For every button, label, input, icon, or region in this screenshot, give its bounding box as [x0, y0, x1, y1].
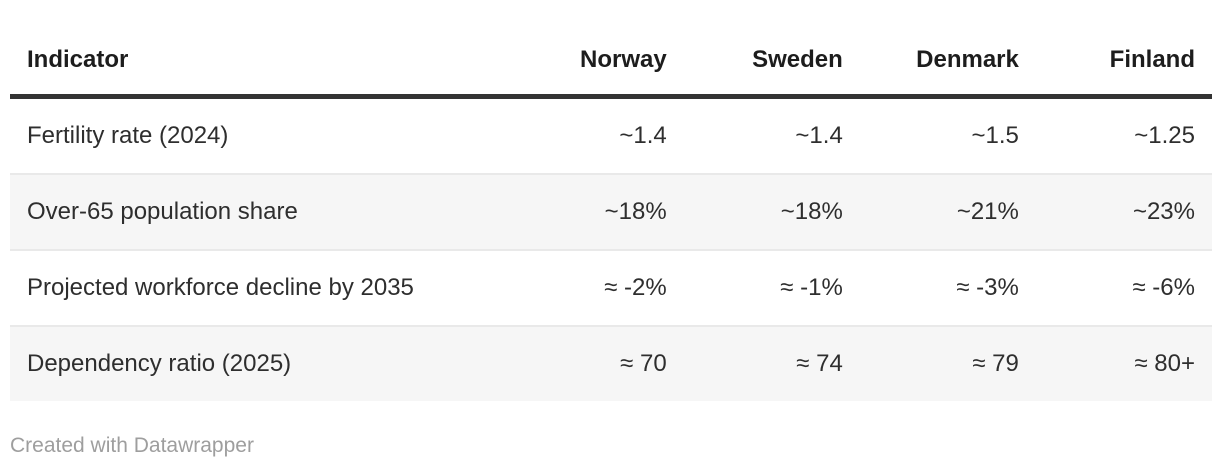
- table-row: Over-65 population share ~18% ~18% ~21% ~23%: [10, 174, 1212, 250]
- table-row: Fertility rate (2024) ~1.4 ~1.4 ~1.5 ~1.25: [10, 97, 1212, 174]
- value-cell: ≈ 70: [620, 350, 667, 377]
- value-cell: ~1.4: [795, 122, 843, 149]
- datawrapper-attribution-link[interactable]: Created with Datawrapper: [10, 434, 254, 457]
- value-cell: ≈ 79: [972, 350, 1019, 377]
- table-row: Dependency ratio (2025) ≈ 70 ≈ 74 ≈ 79 ≈ 80+: [10, 326, 1212, 401]
- indicator-cell: Projected workforce decline by 2035: [27, 274, 414, 301]
- value-cell: ~1.4: [619, 122, 667, 149]
- indicators-table: Indicator Norway Sweden Denmark Finland …: [10, 32, 1212, 401]
- column-header-finland: Finland: [1035, 32, 1212, 99]
- table-row: Projected workforce decline by 2035 ≈ -2%…: [10, 250, 1212, 326]
- value-cell: ≈ -3%: [956, 274, 1019, 301]
- table-body: Fertility rate (2024) ~1.4 ~1.4 ~1.5 ~1.25 Ov…: [10, 97, 1212, 401]
- column-header-denmark: Denmark: [859, 32, 1036, 99]
- column-header-indicator: Indicator: [10, 32, 508, 99]
- value-cell: ~1.5: [971, 122, 1019, 149]
- header-row: Indicator Norway Sweden Denmark Finland: [10, 32, 1212, 99]
- value-cell: ≈ -1%: [780, 274, 843, 301]
- value-cell: ~1.25: [1134, 122, 1195, 149]
- indicator-cell: Fertility rate (2024): [27, 122, 229, 149]
- value-cell: ~18%: [780, 198, 843, 225]
- value-cell: ≈ 80+: [1134, 350, 1195, 377]
- value-cell: ≈ -2%: [604, 274, 667, 301]
- column-header-norway: Norway: [507, 32, 684, 99]
- footer: Created with Datawrapper: [10, 433, 1212, 458]
- indicator-cell: Over-65 population share: [27, 198, 298, 225]
- value-cell: ≈ 74: [796, 350, 843, 377]
- value-cell: ~23%: [1132, 198, 1195, 225]
- column-header-sweden: Sweden: [683, 32, 860, 99]
- value-cell: ≈ -6%: [1132, 274, 1195, 301]
- indicator-cell: Dependency ratio (2025): [27, 350, 292, 377]
- value-cell: ~21%: [956, 198, 1019, 225]
- value-cell: ~18%: [604, 198, 667, 225]
